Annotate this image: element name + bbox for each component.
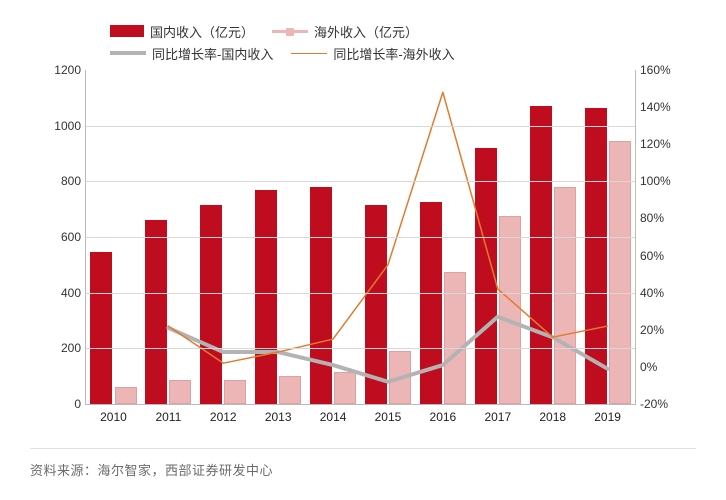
y-right-tick-label: 140%	[640, 100, 690, 114]
y-right-tick-label: 20%	[640, 323, 690, 337]
gridline	[86, 237, 635, 238]
line-overseas_growth	[168, 92, 607, 363]
y-right-tick-label: 120%	[640, 137, 690, 151]
chart: 国内收入（亿元） 海外收入（亿元） 同比增长率-国内收入 同比增长率-海外收入	[30, 20, 696, 430]
y-left-tick-label: 1200	[41, 63, 81, 77]
y-left-tick-label: 400	[41, 286, 81, 300]
x-tick-label: 2013	[251, 410, 306, 424]
legend-domestic-growth: 同比增长率-国内收入	[110, 44, 273, 63]
gridline	[86, 348, 635, 349]
x-tick-label: 2017	[470, 410, 525, 424]
source-attribution: 资料来源：海尔智家，西部证券研发中心	[30, 460, 273, 479]
legend-overseas-growth: 同比增长率-海外收入	[291, 44, 454, 63]
plot-area: 2010201120122013201420152016201720182019…	[85, 70, 636, 405]
legend: 国内收入（亿元） 海外收入（亿元） 同比增长率-国内收入 同比增长率-海外收入	[110, 20, 650, 64]
gridline	[86, 293, 635, 294]
y-right-tick-label: 160%	[640, 63, 690, 77]
y-left-tick-label: 600	[41, 230, 81, 244]
y-right-tick-label: 80%	[640, 211, 690, 225]
x-tick-label: 2019	[580, 410, 635, 424]
legend-swatch-line	[110, 51, 146, 55]
y-right-tick-label: 40%	[640, 286, 690, 300]
y-right-tick-label: 0%	[640, 360, 690, 374]
footer-separator	[30, 448, 696, 449]
y-right-tick-label: 60%	[640, 249, 690, 263]
y-left-tick-label: 0	[41, 397, 81, 411]
y-left-tick-label: 800	[41, 174, 81, 188]
x-tick-label: 2016	[415, 410, 470, 424]
legend-swatch-bar	[110, 25, 144, 37]
x-tick-label: 2012	[196, 410, 251, 424]
legend-domestic-bar: 国内收入（亿元）	[110, 22, 254, 41]
page: 国内收入（亿元） 海外收入（亿元） 同比增长率-国内收入 同比增长率-海外收入	[0, 0, 726, 500]
gridline	[86, 181, 635, 182]
legend-overseas-bar: 海外收入（亿元）	[272, 22, 418, 41]
gridline	[86, 126, 635, 127]
y-right-tick-label: -20%	[640, 397, 690, 411]
legend-label: 海外收入（亿元）	[314, 22, 418, 41]
legend-label: 同比增长率-海外收入	[333, 44, 454, 63]
y-left-tick-label: 200	[41, 341, 81, 355]
x-tick-label: 2010	[86, 410, 141, 424]
x-tick-label: 2015	[361, 410, 416, 424]
y-right-tick-label: 100%	[640, 174, 690, 188]
x-tick-label: 2014	[306, 410, 361, 424]
legend-label: 国内收入（亿元）	[150, 22, 254, 41]
legend-swatch-line	[291, 53, 327, 54]
x-tick-label: 2011	[141, 410, 196, 424]
x-tick-label: 2018	[525, 410, 580, 424]
legend-swatch-line	[272, 30, 308, 33]
legend-label: 同比增长率-国内收入	[152, 44, 273, 63]
y-left-tick-label: 1000	[41, 119, 81, 133]
